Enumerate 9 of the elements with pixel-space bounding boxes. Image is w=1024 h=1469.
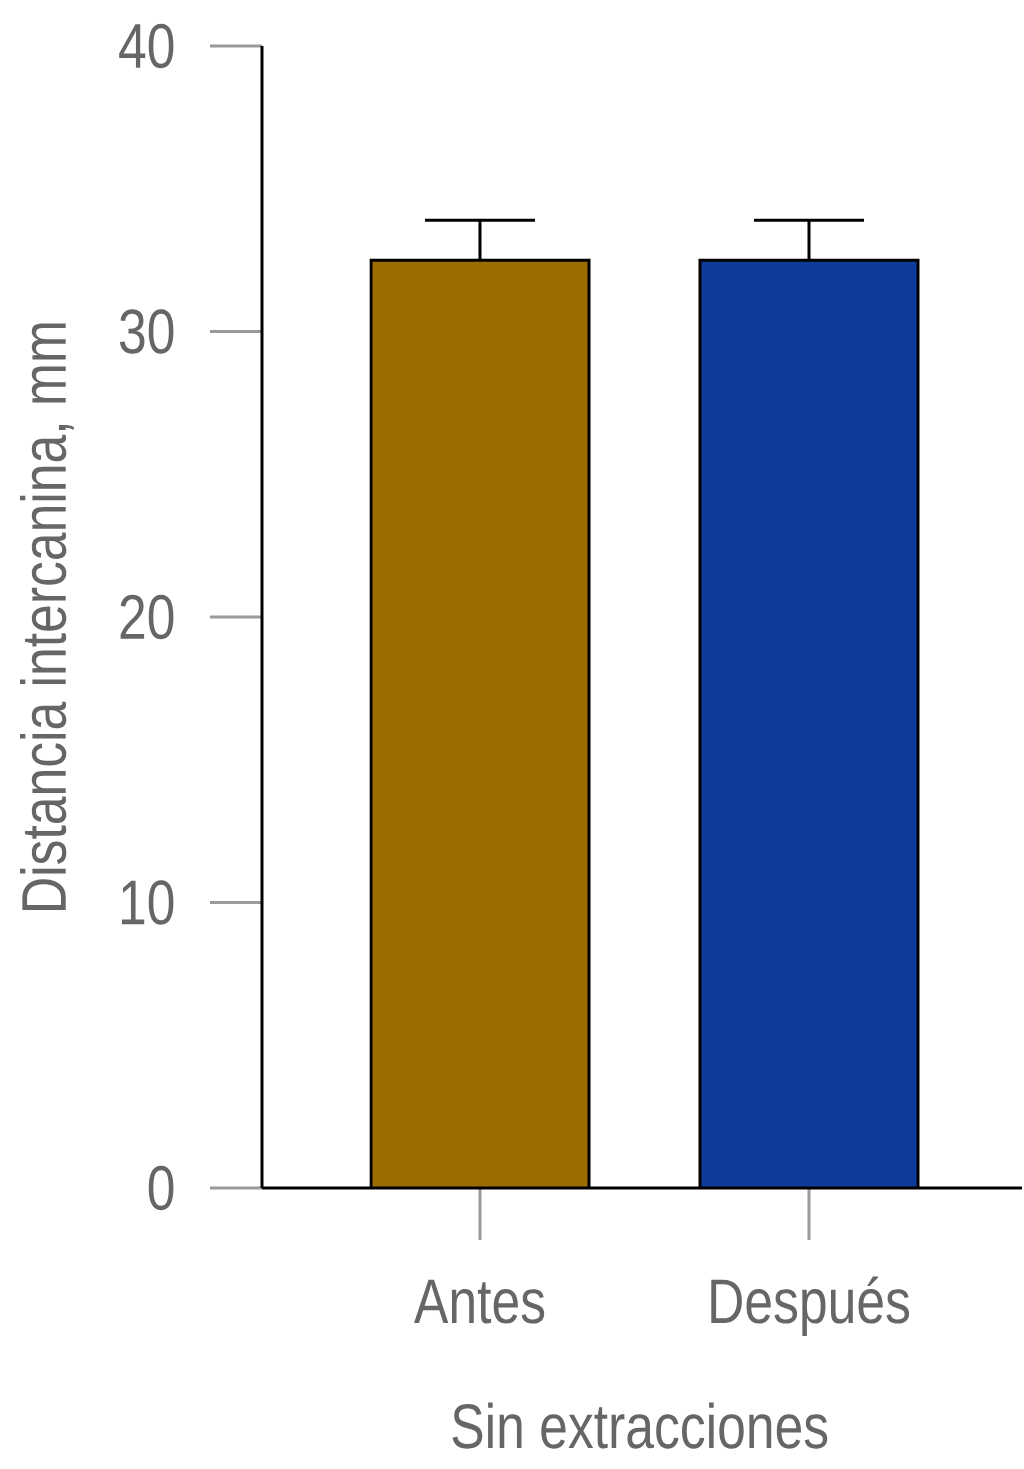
y-axis-title: Distancia intercanina, mm <box>20 323 74 910</box>
y-tick-label: 0 <box>148 1165 174 1211</box>
x-axis-title: Sin extracciones <box>452 1402 828 1449</box>
y-tick-label: 20 <box>120 594 174 640</box>
x-tick-label: Antes <box>414 1279 545 1324</box>
y-tick-label: 40 <box>119 23 174 69</box>
x-tick-label: Después <box>711 1276 910 1337</box>
y-tick-label: 30 <box>119 309 174 354</box>
y-tick-label: 10 <box>121 880 174 925</box>
